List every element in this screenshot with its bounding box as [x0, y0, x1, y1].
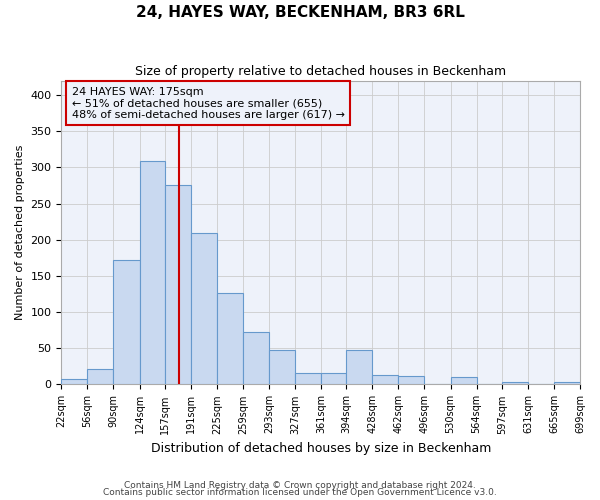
Bar	[191, 232, 217, 384]
Text: 24 HAYES WAY: 175sqm
← 51% of detached houses are smaller (655)
48% of semi-deta: 24 HAYES WAY: 175sqm ← 51% of detached h…	[72, 86, 345, 120]
Bar	[61, 380, 88, 384]
Bar	[217, 294, 243, 384]
Bar	[165, 184, 191, 384]
Bar	[140, 161, 165, 384]
Bar	[243, 332, 269, 384]
Y-axis label: Number of detached properties: Number of detached properties	[15, 145, 25, 320]
Bar	[346, 350, 373, 384]
Bar	[88, 368, 113, 384]
Bar	[502, 382, 528, 384]
Bar	[373, 375, 398, 384]
Bar	[554, 382, 580, 384]
Text: Contains HM Land Registry data © Crown copyright and database right 2024.: Contains HM Land Registry data © Crown c…	[124, 480, 476, 490]
X-axis label: Distribution of detached houses by size in Beckenham: Distribution of detached houses by size …	[151, 442, 491, 455]
Bar	[295, 373, 321, 384]
Bar	[398, 376, 424, 384]
Title: Size of property relative to detached houses in Beckenham: Size of property relative to detached ho…	[135, 65, 506, 78]
Bar	[269, 350, 295, 384]
Bar	[451, 377, 476, 384]
Text: 24, HAYES WAY, BECKENHAM, BR3 6RL: 24, HAYES WAY, BECKENHAM, BR3 6RL	[136, 5, 464, 20]
Bar	[113, 260, 140, 384]
Text: Contains public sector information licensed under the Open Government Licence v3: Contains public sector information licen…	[103, 488, 497, 497]
Bar	[321, 373, 346, 384]
